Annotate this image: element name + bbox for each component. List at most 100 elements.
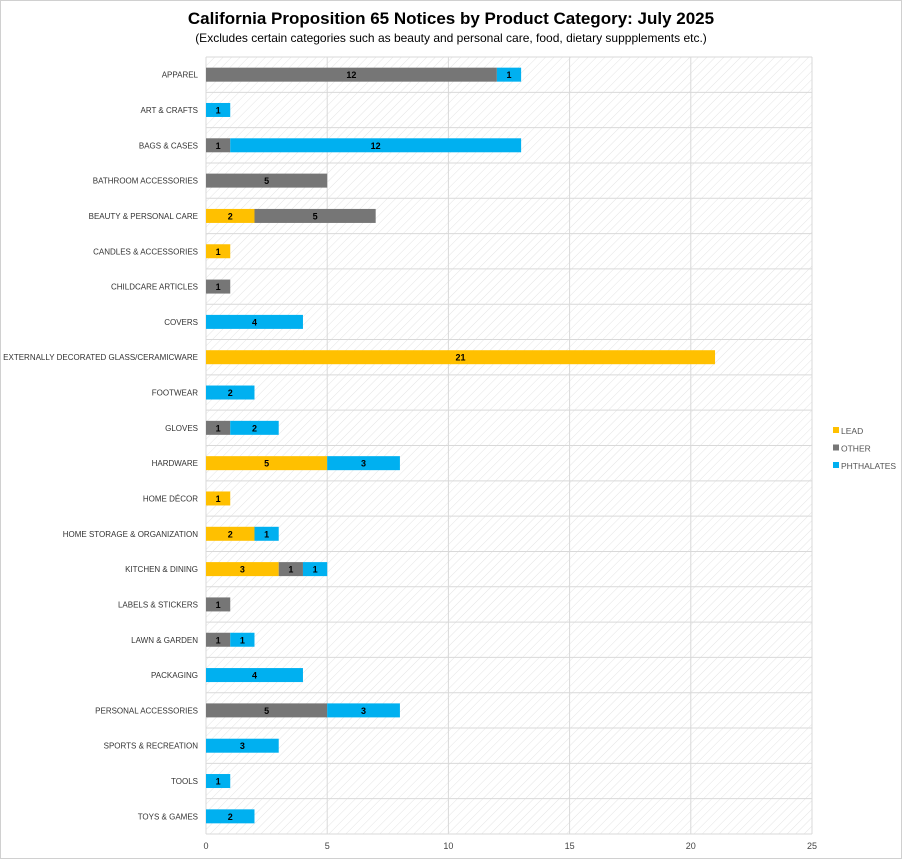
category-label: TOOLS xyxy=(171,777,198,786)
category-label: TOYS & GAMES xyxy=(138,812,198,821)
category-label: PACKAGING xyxy=(151,671,198,680)
category-label: KITCHEN & DINING xyxy=(125,565,198,574)
bar-phthalates xyxy=(302,562,328,577)
bar-phthalates xyxy=(206,314,303,329)
bar-phthalates xyxy=(206,809,255,824)
category-label: LABELS & STICKERS xyxy=(118,600,198,609)
data-label: 1 xyxy=(313,565,318,575)
bar-other xyxy=(206,138,231,153)
chart-title: California Proposition 65 Notices by Pro… xyxy=(187,9,715,28)
data-label: 1 xyxy=(216,141,221,151)
data-label: 2 xyxy=(228,529,233,539)
category-label: CHILDCARE ARTICLES xyxy=(111,283,198,292)
bar-other xyxy=(206,173,328,188)
category-label: LAWN & GARDEN xyxy=(131,636,198,645)
data-label: 21 xyxy=(456,353,466,363)
data-label: 5 xyxy=(264,706,269,716)
data-label: 1 xyxy=(216,635,221,645)
bar-other xyxy=(206,420,231,435)
bar-lead xyxy=(206,244,231,259)
bar-phthalates xyxy=(206,385,255,400)
data-label: 1 xyxy=(216,777,221,787)
category-label: SPORTS & RECREATION xyxy=(104,742,199,751)
bar-other xyxy=(206,703,328,718)
x-tick-label: 20 xyxy=(686,841,696,851)
category-label: PERSONAL ACCESSORIES xyxy=(95,706,198,715)
bar-phthalates xyxy=(496,67,522,82)
category-label: ART & CRAFTS xyxy=(141,106,199,115)
data-label: 1 xyxy=(216,282,221,292)
data-label: 2 xyxy=(228,211,233,221)
category-label: EXTERNALLY DECORATED GLASS/CERAMICWARE xyxy=(3,353,198,362)
bar-phthalates xyxy=(230,420,279,435)
bar-phthalates xyxy=(206,668,303,683)
data-label: 2 xyxy=(228,388,233,398)
data-label: 4 xyxy=(252,317,257,327)
data-label: 1 xyxy=(216,105,221,115)
data-label: 5 xyxy=(264,459,269,469)
category-label: HARDWARE xyxy=(152,459,198,468)
x-tick-label: 15 xyxy=(565,841,575,851)
legend-swatch-phthalates xyxy=(833,462,839,468)
bar-lead xyxy=(206,526,255,541)
legend-swatch-other xyxy=(833,444,839,451)
bar-lead xyxy=(206,562,279,577)
data-label: 5 xyxy=(264,176,269,186)
category-label: FOOTWEAR xyxy=(152,389,198,398)
x-tick-label: 0 xyxy=(203,841,208,851)
legend-swatch-lead xyxy=(833,427,839,433)
category-label: HOME DÉCOR xyxy=(143,494,198,503)
data-label: 1 xyxy=(216,247,221,257)
bar-other xyxy=(206,67,497,82)
bar-phthalates xyxy=(206,738,279,753)
category-label: HOME STORAGE & ORGANIZATION xyxy=(63,530,198,539)
category-label: APPAREL xyxy=(162,71,199,80)
bar-lead xyxy=(206,208,255,223)
data-label: 1 xyxy=(264,529,269,539)
data-label: 1 xyxy=(288,565,293,575)
x-tick-label: 10 xyxy=(443,841,453,851)
data-label: 12 xyxy=(371,141,381,151)
data-label: 5 xyxy=(313,211,318,221)
category-label: COVERS xyxy=(164,318,198,327)
category-label: BATHROOM ACCESSORIES xyxy=(93,177,198,186)
bar-phthalates xyxy=(327,703,400,718)
category-label: GLOVES xyxy=(165,424,198,433)
data-label: 3 xyxy=(361,706,366,716)
bar-other xyxy=(254,208,376,223)
bar-other xyxy=(278,562,303,577)
data-label: 12 xyxy=(346,70,356,80)
legend-label: LEAD xyxy=(841,426,863,436)
data-label: 2 xyxy=(228,812,233,822)
bar-phthalates xyxy=(254,526,279,541)
category-label: CANDLES & ACCESSORIES xyxy=(93,247,198,256)
bar-phthalates xyxy=(206,102,231,117)
bar-lead xyxy=(206,456,328,471)
data-label: 2 xyxy=(252,423,257,433)
category-label: BAGS & CASES xyxy=(139,141,198,150)
data-label: 1 xyxy=(216,423,221,433)
bar-phthalates xyxy=(206,774,231,789)
data-label: 1 xyxy=(216,600,221,610)
bar-other xyxy=(206,279,231,294)
data-label: 3 xyxy=(240,565,245,575)
data-label: 3 xyxy=(361,459,366,469)
data-label: 4 xyxy=(252,671,257,681)
legend-label: PHTHALATES xyxy=(841,461,896,471)
legend-label: OTHER xyxy=(841,444,871,454)
data-label: 3 xyxy=(240,741,245,751)
bar-other xyxy=(206,597,231,612)
bar-phthalates xyxy=(230,632,255,647)
category-label: BEAUTY & PERSONAL CARE xyxy=(89,212,198,221)
bar-phthalates xyxy=(327,456,400,471)
data-label: 1 xyxy=(240,635,245,645)
bar-other xyxy=(206,632,231,647)
x-tick-label: 25 xyxy=(807,841,817,851)
chart-subtitle: (Excludes certain categories such as bea… xyxy=(195,31,707,45)
data-label: 1 xyxy=(506,70,511,80)
bar-phthalates xyxy=(230,138,522,153)
data-label: 1 xyxy=(216,494,221,504)
bar-lead xyxy=(206,491,231,506)
x-tick-label: 5 xyxy=(325,841,330,851)
